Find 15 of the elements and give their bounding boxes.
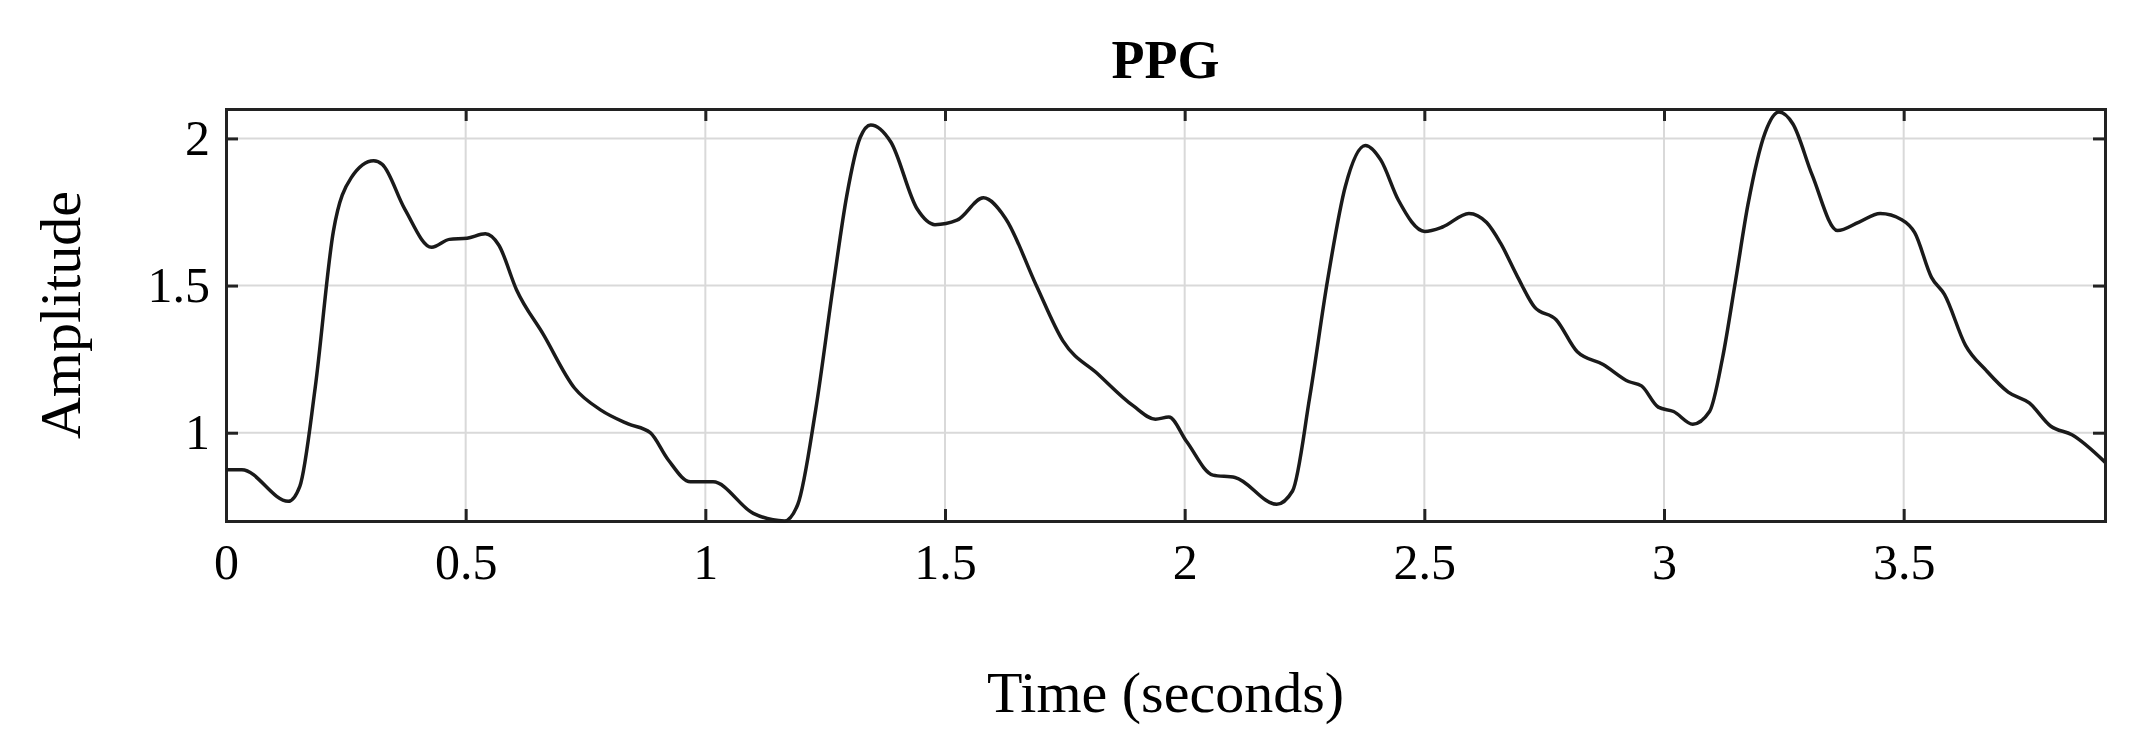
x-tick-label: 1.5 (914, 533, 977, 590)
x-tick-label: 2 (1172, 533, 1198, 590)
y-tick-label: 1 (185, 404, 210, 461)
x-axis-title: Time (seconds) (986, 660, 1345, 725)
line-series (224, 110, 2107, 523)
y-axis-title: Amplitude (28, 190, 93, 440)
y-tick-label: 1.5 (147, 257, 210, 314)
x-tick-label: 3.5 (1872, 533, 1936, 590)
x-tick-label: 2.5 (1393, 533, 1457, 590)
chart-title: PPG (1111, 30, 1220, 90)
x-tick-label: 0.5 (434, 533, 498, 590)
y-tick-label: 2 (185, 109, 210, 166)
x-tick-label: 3 (1652, 533, 1678, 590)
x-tick-label: 0 (214, 533, 239, 590)
x-tick-label: 1 (693, 533, 719, 590)
